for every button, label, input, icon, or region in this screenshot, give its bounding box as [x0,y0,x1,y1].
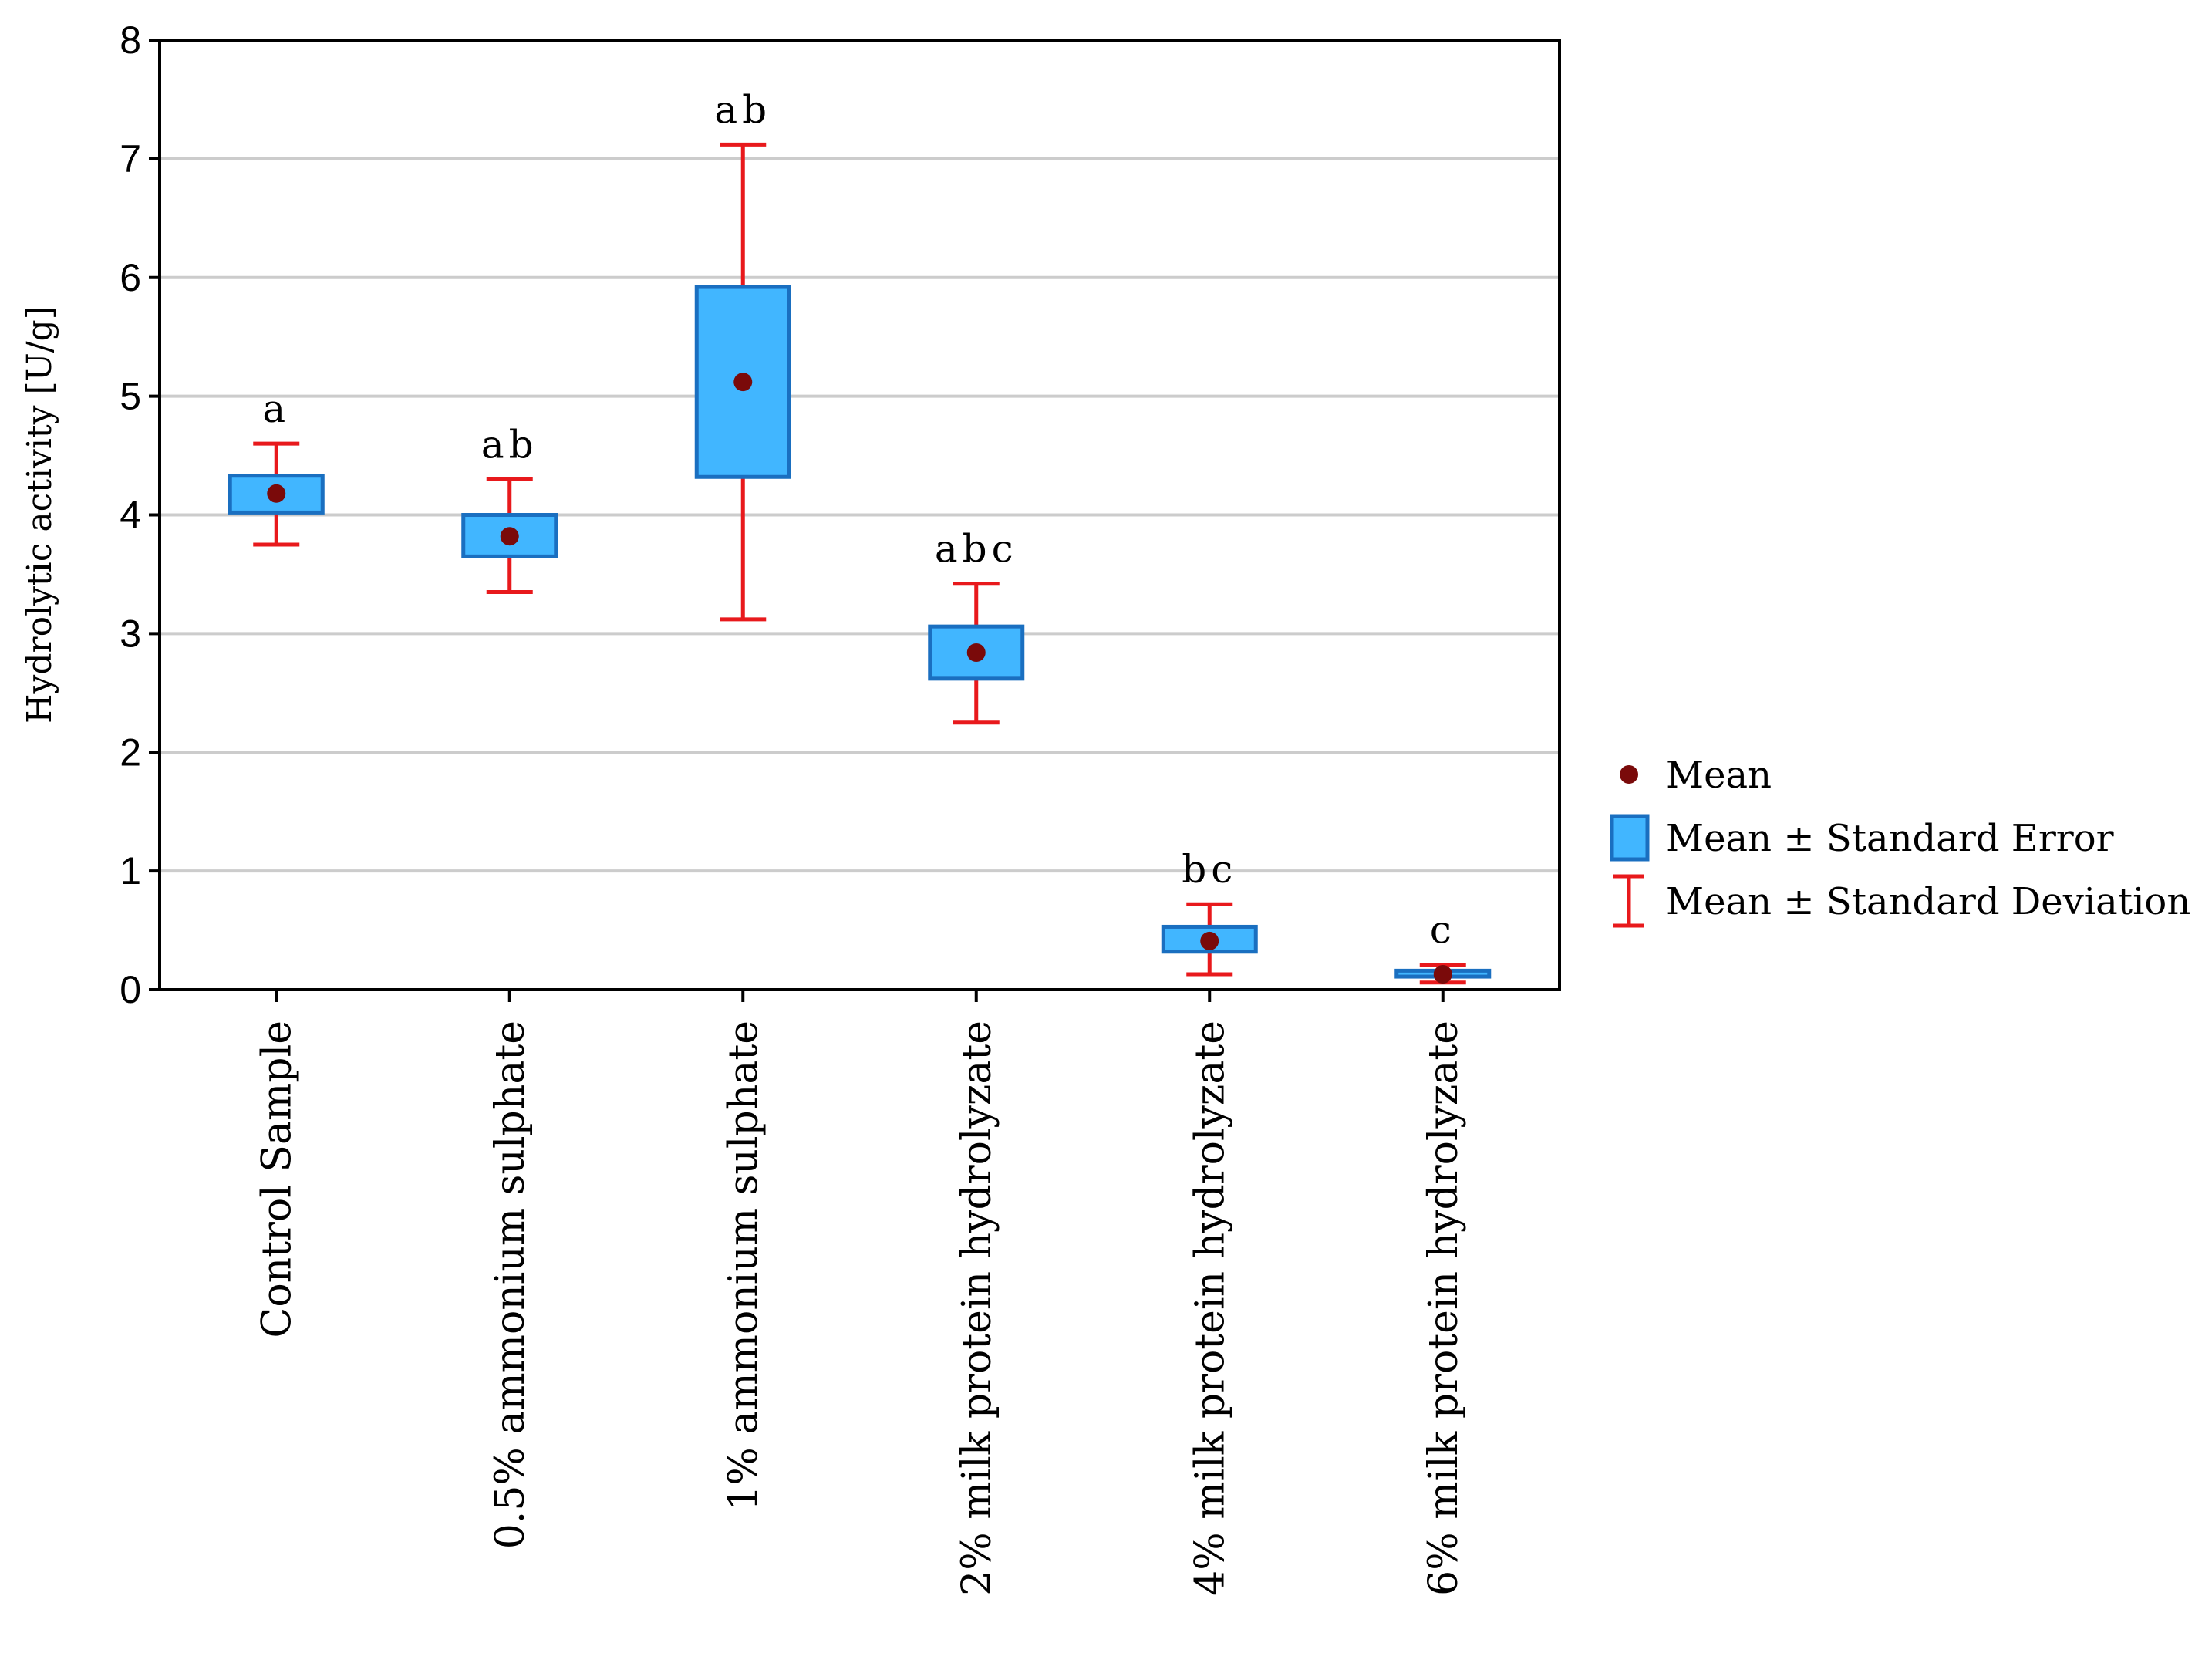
legend-se-label: Mean ± Standard Error [1666,817,2114,860]
x-tick-label: 6% milk protein hydrolyzate [1421,1021,1467,1596]
mean-point [500,527,519,546]
mean-point [966,643,986,662]
y-axis-label: Hydrolytic activity [U/g] [20,306,59,724]
group-letter-label: c [1430,908,1456,953]
x-tick-label: 4% milk protein hydrolyzate [1187,1021,1233,1596]
group-letter-label: abc [935,527,1018,572]
x-tick-label: 2% milk protein hydrolyzate [954,1021,1000,1596]
grid-lines [160,157,1560,873]
y-tick-label: 5 [120,375,141,418]
y-tick-label: 8 [120,19,141,62]
x-tick-label: 1% ammonium sulphate [720,1021,767,1511]
legend: Mean Mean ± Standard Error Mean ± Standard… [1610,754,2190,928]
group-letter-label: ab [481,422,538,467]
group-letter-label: ab [714,87,771,132]
axes: 0 1 2 3 4 5 6 7 8 Control Sample 0.5% ammonium sul… [120,19,1467,1596]
x-tick-label: 0.5% ammonium sulphate [487,1021,534,1549]
group-letter-label: a [262,386,290,431]
x-tick-label: Control Sample [254,1021,300,1338]
mean-point [267,484,286,503]
legend-mean-marker [1620,765,1638,784]
y-tick-label: 1 [120,849,141,892]
y-tick-label: 7 [120,137,141,181]
y-tick-label: 2 [120,730,141,774]
group-letter-label: bc [1182,847,1237,892]
mean-point [1200,931,1219,950]
plot-marks: a ab ab abc bc c [228,87,1492,985]
y-tick-label: 6 [120,256,141,299]
legend-se-marker [1610,814,1650,862]
legend-mean-label: Mean [1666,754,1772,797]
mean-point [733,373,753,392]
y-tick-label: 0 [120,968,141,1011]
y-tick-label: 3 [120,612,141,655]
mean-point [1433,964,1452,984]
y-tick-label: 4 [120,494,141,537]
legend-sd-label: Mean ± Standard Deviation [1666,880,2190,923]
